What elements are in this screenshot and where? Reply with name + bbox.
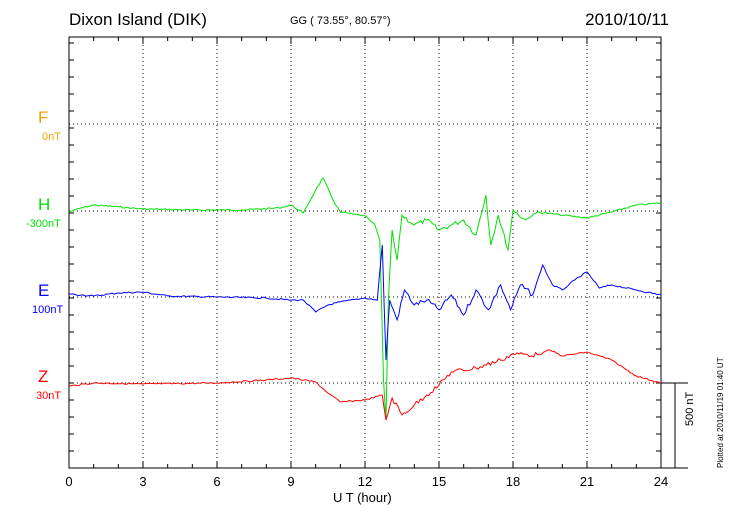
date-label: 2010/10/11	[585, 10, 669, 29]
e-baseline-label: 100nT	[32, 304, 64, 316]
x-tick-label: 3	[139, 474, 147, 489]
x-tick-label: 12	[357, 474, 373, 489]
f-label: F	[38, 108, 49, 127]
z-baseline-label: 30nT	[36, 390, 62, 402]
x-tick-label: 18	[505, 474, 521, 489]
x-tick-label: 24	[653, 474, 669, 489]
series-h-line	[68, 177, 662, 420]
x-tick-label: 15	[431, 474, 447, 489]
series-z-line	[68, 349, 662, 421]
station-coords: GG ( 73.55°, 80.57°)	[290, 15, 391, 27]
f-baseline-label: 0nT	[42, 131, 61, 143]
station-title: Dixon Island (DIK)	[69, 10, 207, 29]
x-tick-label: 6	[213, 474, 221, 489]
x-tick-label: 21	[579, 474, 595, 489]
e-label: E	[38, 281, 50, 300]
h-label: H	[38, 195, 51, 214]
x-tick-label: 9	[287, 474, 295, 489]
x-tick-label: 0	[65, 474, 73, 489]
series-e-line	[68, 244, 662, 361]
x-axis-title: U T (hour)	[333, 490, 392, 505]
h-baseline-label: -300nT	[26, 218, 61, 230]
z-label: Z	[38, 367, 49, 386]
